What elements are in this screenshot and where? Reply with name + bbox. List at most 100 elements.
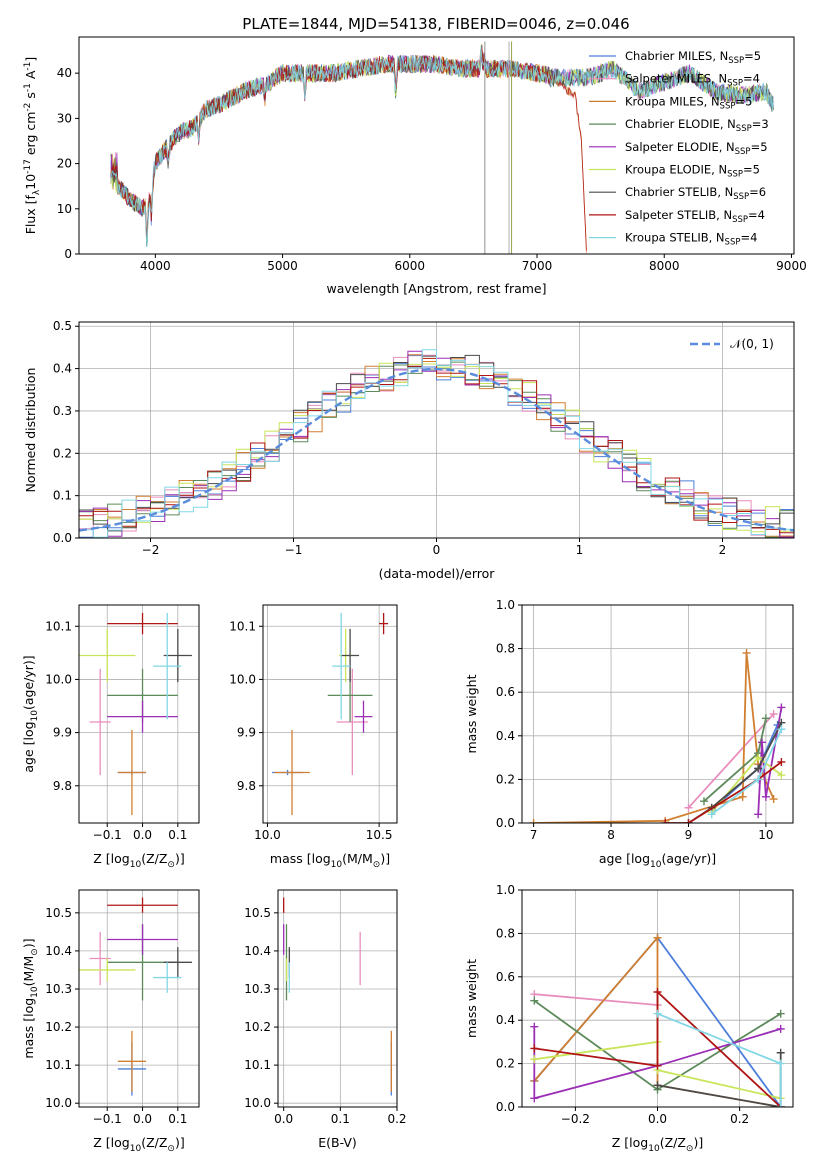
plot-area xyxy=(79,349,794,538)
legend-label-text: Chabrier ELODIE, N xyxy=(625,117,736,131)
x-tick-label: 0.0 xyxy=(648,1112,667,1126)
x-tick-label: 0.0 xyxy=(274,1112,293,1126)
error-bar xyxy=(79,628,136,683)
y-tick-label: 10.2 xyxy=(45,1020,72,1034)
axes-frame xyxy=(262,604,398,824)
spectrum-line-kroupa-stelib xyxy=(110,45,774,248)
x-tick-label: −2 xyxy=(142,543,160,557)
x-tick-label: 5000 xyxy=(267,259,298,273)
error-bar xyxy=(341,628,360,683)
x-tick-label: 1 xyxy=(576,543,584,557)
error-bar xyxy=(379,612,389,635)
error-bar xyxy=(332,612,351,720)
plot-area xyxy=(110,41,774,254)
y-tick-label: 1.0 xyxy=(496,883,515,897)
normal-legend-label: 𝒩(0, 1) xyxy=(730,337,774,351)
y-tick-label: 10.1 xyxy=(45,619,72,633)
y-axis-label: Normed distribution xyxy=(23,368,38,493)
error-bar xyxy=(274,729,310,816)
y-tick-label: 10.1 xyxy=(229,619,256,633)
y-axis-label: age [log10(age/yr)] xyxy=(21,655,40,772)
y-axis-label: mass weight xyxy=(464,674,479,753)
y-tick-label: 0.4 xyxy=(496,1013,515,1027)
weight-marker xyxy=(653,1009,662,1018)
age-vs-mass-panel: 10.0 10.5 9.8 9.9 10.0 10.1 mass [log10(M/M⊙)] xyxy=(229,604,398,870)
legend-label-sub: SSP xyxy=(736,124,752,134)
y-tick-label: 0.6 xyxy=(496,685,515,699)
y-tick-label: 10.3 xyxy=(45,982,72,996)
axes-frame xyxy=(521,604,794,824)
chart-layer: 4000 5000 6000 7000 8000 9000010203040wavelen… xyxy=(21,36,807,1154)
legend-label-text: Kroupa ELODIE, N xyxy=(625,163,727,177)
error-bar xyxy=(163,628,192,683)
weight-marker xyxy=(776,1009,785,1018)
weight-marker xyxy=(754,764,763,773)
label-span: (Z/Z xyxy=(141,1135,167,1150)
axes-frame xyxy=(277,889,398,1108)
label-span: 10 xyxy=(648,1144,660,1154)
legend-label-sub: SSP xyxy=(735,147,751,157)
figure-title: PLATE=1844, MJD=54138, FIBERID=0046, z=0… xyxy=(242,15,629,33)
x-axis-label: mass [log10(M/M⊙)] xyxy=(270,851,390,870)
plot-area xyxy=(271,612,389,816)
x-tick-label: 0.0 xyxy=(133,828,152,842)
x-tick-label: 10.0 xyxy=(254,828,281,842)
legend-label: Salpeter STELIB, NSSP=4 xyxy=(625,208,765,225)
legend-label-text: Chabrier STELIB, N xyxy=(625,185,733,199)
legend-label-value: =3 xyxy=(752,117,769,131)
legend-label-value: =5 xyxy=(735,94,752,108)
x-axis-label: wavelength [Angstrom, rest frame] xyxy=(326,281,546,296)
weight-marker xyxy=(530,996,539,1005)
label-span: (age/yr)] xyxy=(21,655,36,710)
axes-frame xyxy=(78,36,795,255)
axes-frame xyxy=(78,604,200,824)
x-tick-label: 0.1 xyxy=(168,1112,187,1126)
age_vs_Z-panel: −0.1 0.0 0.19.89.910.010.1Z [log10(Z/Z⊙)]a… xyxy=(21,604,200,870)
x-tick-label: 0.2 xyxy=(387,1112,406,1126)
label-span: ] xyxy=(23,57,38,62)
weight-marker xyxy=(754,753,763,762)
label-span: 10 xyxy=(30,986,40,998)
label-span: ⊙ xyxy=(373,860,381,870)
legend-label-sub: SSP xyxy=(720,101,736,111)
error-bar xyxy=(107,897,178,913)
axes-frame xyxy=(78,889,200,1108)
label-span: ⊙ xyxy=(686,1144,694,1154)
weight-line-salpeter-stelib xyxy=(665,761,782,823)
label-span: )] xyxy=(175,1135,185,1150)
y-tick-label: 0.8 xyxy=(496,926,515,940)
y-tick-label: 40 xyxy=(57,66,72,80)
legend-label-sub: SSP xyxy=(725,238,741,248)
label-span: )] xyxy=(693,1135,703,1150)
weight-line-salpeter-miles xyxy=(534,993,658,1006)
mass-vs-ebv-panel: 0.0 0.1 0.2 10.0 10.1 10.2 10.3 10.4 10.5 E(B-V) xyxy=(244,889,407,1150)
x-axis-label: E(B-V) xyxy=(318,1135,357,1150)
y-tick-label: 0.3 xyxy=(53,404,72,418)
weight-marker xyxy=(777,771,786,780)
y-tick-label: 10.1 xyxy=(45,1058,72,1072)
weight-marker xyxy=(754,810,763,819)
weight-marker xyxy=(776,1059,785,1068)
weight-marker xyxy=(530,1044,539,1053)
label-span: 10 xyxy=(650,860,662,870)
y-tick-label: 0.2 xyxy=(53,446,72,460)
y-tick-label: 0.6 xyxy=(496,970,515,984)
label-span: (data-model)/error xyxy=(379,566,496,581)
label-span: -1 xyxy=(23,62,33,71)
y-tick-label: 0.8 xyxy=(496,642,515,656)
weight-marker xyxy=(529,819,538,823)
legend-label: Kroupa STELIB, NSSP=4 xyxy=(625,231,757,248)
label-span: erg cm xyxy=(23,112,38,160)
weight-marker xyxy=(684,819,693,823)
legend-label-text: Kroupa STELIB, N xyxy=(625,231,725,245)
y-tick-label: 0.0 xyxy=(496,816,515,830)
legend-label: Chabrier MILES, NSSP=5 xyxy=(625,49,761,66)
weight-marker xyxy=(769,795,778,804)
y-tick-label: 30 xyxy=(57,111,72,125)
weight-line-kroupa-miles xyxy=(533,652,775,823)
y-tick-label: 10.3 xyxy=(244,982,271,996)
error-bar xyxy=(153,612,182,720)
